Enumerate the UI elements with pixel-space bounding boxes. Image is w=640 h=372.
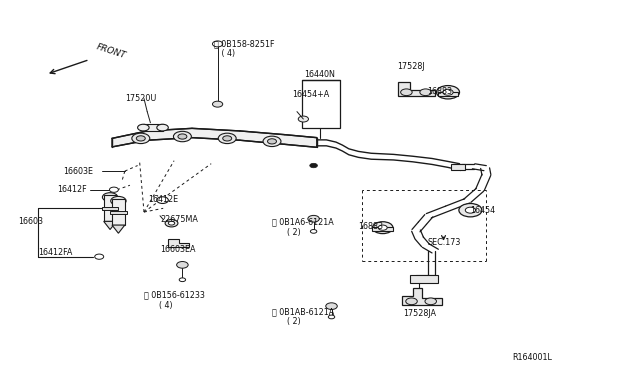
Text: 16412E: 16412E (148, 195, 179, 203)
Text: 16454: 16454 (470, 206, 495, 215)
Circle shape (298, 116, 308, 122)
Polygon shape (398, 82, 435, 96)
Circle shape (308, 215, 319, 222)
Text: 16883: 16883 (428, 87, 452, 96)
Circle shape (157, 124, 168, 131)
Circle shape (459, 203, 482, 217)
Bar (451, 164, 465, 170)
Text: Ⓑ 0B158-8251F
   ( 4): Ⓑ 0B158-8251F ( 4) (214, 39, 275, 58)
Circle shape (173, 131, 191, 142)
Circle shape (157, 197, 168, 203)
Circle shape (263, 136, 281, 147)
Circle shape (443, 89, 453, 95)
Circle shape (378, 225, 387, 230)
Circle shape (326, 303, 337, 310)
Circle shape (465, 207, 476, 213)
Bar (410, 275, 438, 283)
Text: 16603E: 16603E (63, 167, 93, 176)
Polygon shape (112, 225, 125, 233)
Bar (102, 207, 118, 210)
Text: Ⓑ 0B1AB-6121A
      ( 2): Ⓑ 0B1AB-6121A ( 2) (272, 307, 334, 326)
Circle shape (420, 89, 431, 96)
Circle shape (111, 196, 126, 205)
Circle shape (310, 230, 317, 233)
Circle shape (425, 298, 436, 305)
Polygon shape (402, 288, 442, 305)
Text: 17528JA: 17528JA (403, 309, 436, 318)
Text: 16454+A: 16454+A (292, 90, 330, 99)
Bar (104, 195, 116, 221)
Text: 16412F: 16412F (58, 185, 87, 194)
Text: 16412FA: 16412FA (38, 248, 73, 257)
Circle shape (212, 41, 223, 47)
Circle shape (179, 278, 186, 282)
Circle shape (401, 89, 412, 96)
Circle shape (406, 298, 417, 305)
Circle shape (132, 133, 150, 144)
Bar (438, 92, 458, 96)
Polygon shape (112, 128, 317, 147)
Text: 16883: 16883 (358, 222, 383, 231)
Circle shape (102, 193, 118, 202)
Circle shape (177, 262, 188, 268)
Text: 17520U: 17520U (125, 94, 156, 103)
Text: Ⓑ 0B1A6-6121A
      ( 2): Ⓑ 0B1A6-6121A ( 2) (272, 218, 333, 237)
Text: 22675MA: 22675MA (160, 215, 198, 224)
Circle shape (165, 219, 178, 227)
Bar (372, 227, 393, 231)
Circle shape (212, 101, 223, 107)
Text: R164001L: R164001L (512, 353, 552, 362)
Circle shape (310, 163, 317, 168)
Bar (143, 124, 163, 131)
Text: 16440N: 16440N (304, 70, 335, 79)
Circle shape (218, 133, 236, 144)
Circle shape (109, 187, 118, 192)
Text: FRONT: FRONT (95, 42, 127, 60)
Circle shape (372, 222, 393, 234)
Circle shape (268, 139, 276, 144)
Circle shape (138, 124, 149, 131)
Bar (110, 211, 127, 214)
Circle shape (436, 86, 460, 99)
Circle shape (136, 136, 145, 141)
Circle shape (223, 136, 232, 141)
Text: 16603: 16603 (18, 217, 43, 226)
Polygon shape (104, 221, 116, 230)
Circle shape (95, 254, 104, 259)
Text: 17528J: 17528J (397, 62, 424, 71)
Polygon shape (168, 239, 189, 247)
Text: Ⓑ 0B156-61233
      ( 4): Ⓑ 0B156-61233 ( 4) (144, 290, 205, 310)
Text: 16603EA: 16603EA (160, 245, 195, 254)
Circle shape (168, 221, 175, 225)
Text: SEC.173: SEC.173 (428, 238, 461, 247)
Circle shape (328, 315, 335, 319)
Circle shape (178, 134, 187, 139)
Bar (302, 80, 340, 128)
Bar (112, 199, 125, 225)
